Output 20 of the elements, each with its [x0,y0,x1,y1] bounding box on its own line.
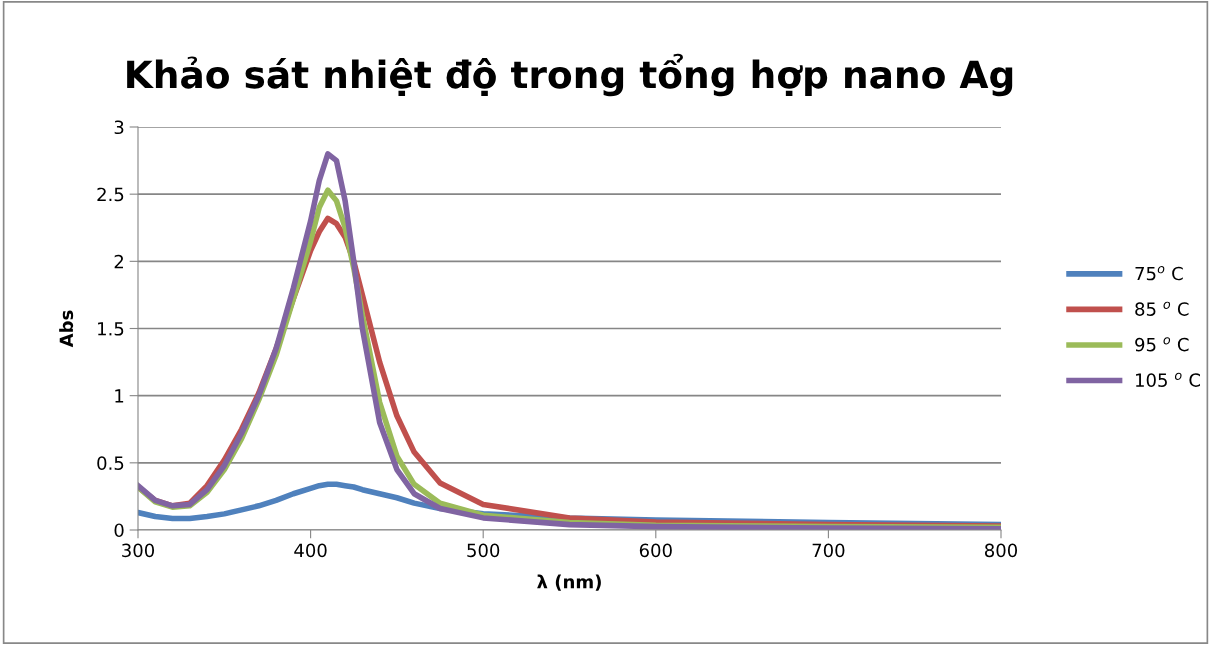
y-tick-label: 0.5 [97,456,124,470]
y-tick-label: 2 [114,254,123,269]
y-tick-label: 2.5 [97,187,124,202]
x-tick-label: 300 [122,543,155,558]
y-axis-title: Abs [59,310,74,348]
x-tick-label: 600 [639,543,672,558]
x-tick-label: 700 [812,543,845,558]
legend-label: 105 $^{o}$ C [1136,372,1200,387]
x-axis-title: λ (nm) [537,574,601,591]
y-tick-label: 3 [114,120,124,135]
y-tick-label: 1 [115,389,124,403]
chart-title: Khảo sát nhiệt độ trong tổng hợp nano Ag [127,53,1013,97]
y-tick-label: 0 [114,523,124,538]
legend-label: 95 $^{o}$ C [1135,337,1189,352]
x-tick-label: 500 [467,543,500,558]
x-tick-label: 800 [984,543,1018,558]
x-tick-label: 400 [294,543,327,558]
legend-label: 75$^{o}$ C [1135,266,1183,281]
legend-label: 85 $^{o}$ C [1135,301,1189,316]
y-tick-label: 1.5 [98,322,124,336]
